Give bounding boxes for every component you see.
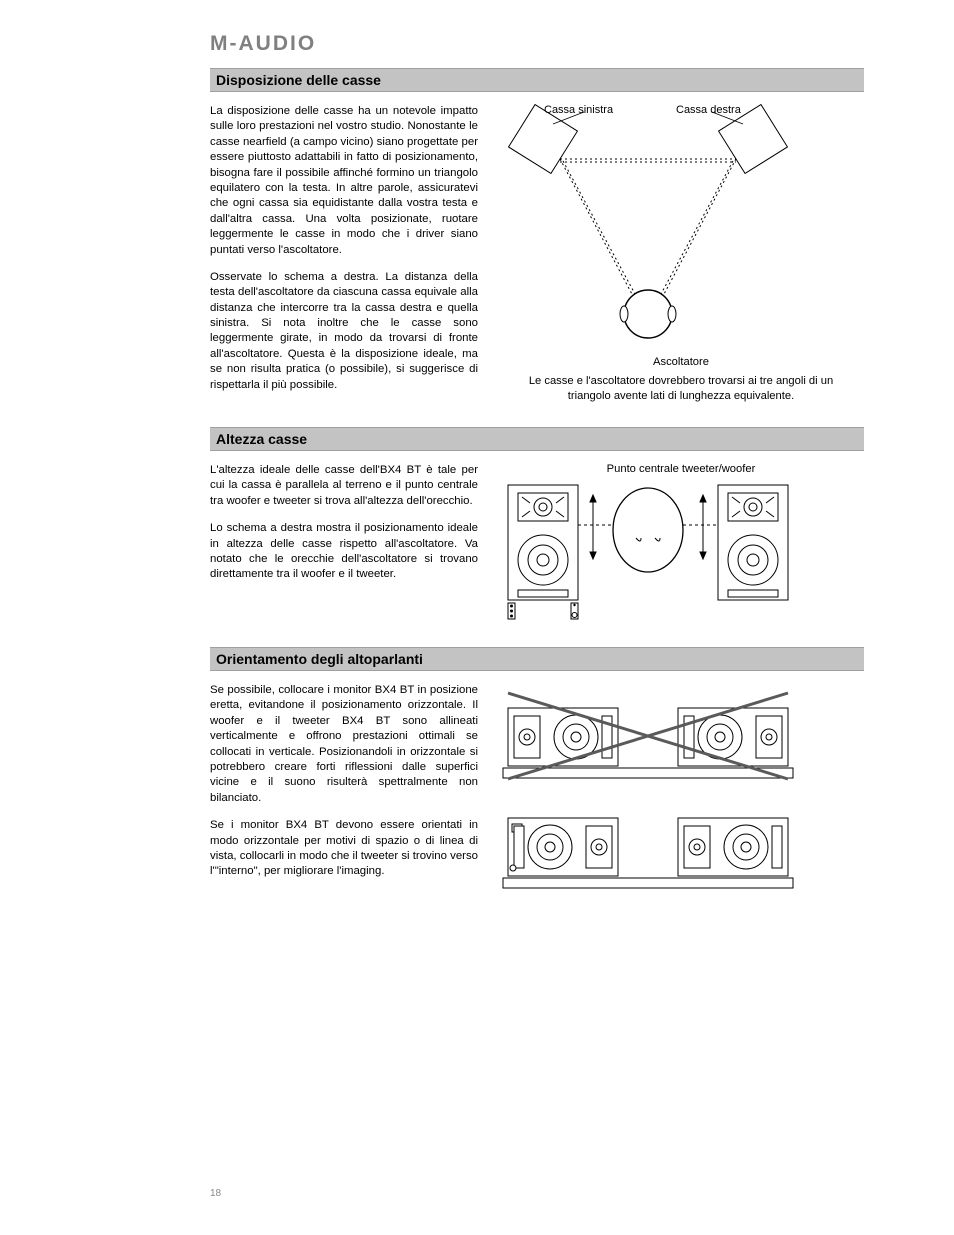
page: M-AUDIO Disposizione delle casse La disp… xyxy=(0,0,954,1235)
right-speaker-label: Cassa destra xyxy=(676,104,741,116)
listener-label: Ascoltatore xyxy=(498,356,864,368)
section1-diagram: Cassa sinistra Cassa destra Ascoltatore … xyxy=(498,104,864,405)
section2-heading: Altezza casse xyxy=(210,427,864,451)
orientation-diagram-svg xyxy=(498,683,798,898)
section1-heading: Disposizione delle casse xyxy=(210,68,864,92)
triangle-diagram-svg xyxy=(498,104,798,384)
brand-logo: M-AUDIO xyxy=(210,32,864,56)
section1-caption: Le casse e l'ascoltatore dovrebbero trov… xyxy=(498,374,864,404)
section1-text: La disposizione delle casse ha un notevo… xyxy=(210,104,478,405)
page-number: 18 xyxy=(210,1188,221,1199)
section1-para1: La disposizione delle casse ha un notevo… xyxy=(210,104,478,258)
section2: L'altezza ideale delle casse dell'BX4 BT… xyxy=(210,463,864,625)
section1-para2: Osservate lo schema a destra. La distanz… xyxy=(210,270,478,393)
height-diagram-svg xyxy=(498,475,798,625)
left-speaker-label: Cassa sinistra xyxy=(544,104,613,116)
section3-text: Se possibile, collocare i monitor BX4 BT… xyxy=(210,683,478,898)
section2-caption-top: Punto centrale tweeter/woofer xyxy=(498,463,864,475)
section2-para1: L'altezza ideale delle casse dell'BX4 BT… xyxy=(210,463,478,509)
section3-heading: Orientamento degli altoparlanti xyxy=(210,647,864,671)
section2-diagram: Punto centrale tweeter/woofer xyxy=(498,463,864,625)
section1: La disposizione delle casse ha un notevo… xyxy=(210,104,864,405)
section3-para1: Se possibile, collocare i monitor BX4 BT… xyxy=(210,683,478,806)
section3-diagram xyxy=(498,683,864,898)
section3-para2: Se i monitor BX4 BT devono essere orient… xyxy=(210,818,478,880)
section2-para2: Lo schema a destra mostra il posizioname… xyxy=(210,521,478,583)
section3: Se possibile, collocare i monitor BX4 BT… xyxy=(210,683,864,898)
section2-text: L'altezza ideale delle casse dell'BX4 BT… xyxy=(210,463,478,625)
